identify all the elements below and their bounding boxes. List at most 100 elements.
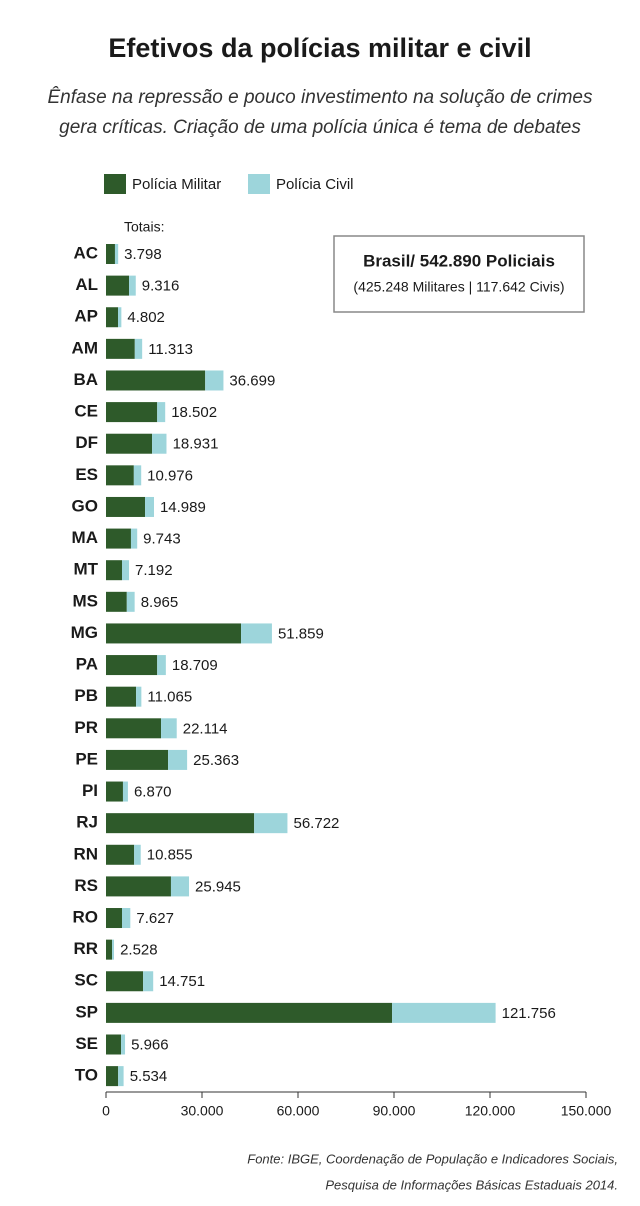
bar-segment (106, 686, 137, 707)
annotation-title: Brasil/ 542.890 Policiais (363, 251, 555, 270)
x-tick-label: 120.000 (465, 1103, 516, 1119)
bar-segment (134, 338, 143, 359)
x-tick-label: 30.000 (181, 1103, 224, 1119)
x-tick-label: 0 (102, 1103, 110, 1119)
y-tick-label: MG (71, 623, 98, 642)
y-tick-label: TO (75, 1066, 98, 1085)
total-label: 2.528 (120, 942, 158, 959)
bar-segment (106, 496, 146, 517)
bar-segment (136, 686, 142, 707)
total-label: 56.722 (294, 815, 340, 832)
total-label: 5.966 (131, 1036, 169, 1053)
y-tick-label: AP (74, 307, 98, 326)
subtitle: Ênfase na repressão e pouco investimento… (48, 86, 593, 108)
y-tick-label: PA (76, 655, 98, 674)
y-tick-label: PR (74, 718, 98, 737)
bar-segment (121, 1034, 126, 1055)
y-tick-label: DF (75, 433, 98, 452)
total-label: 18.709 (172, 657, 218, 674)
y-tick-label: PB (74, 686, 98, 705)
bar-segment (106, 560, 122, 581)
bar-segment (106, 718, 162, 739)
source: Fonte: IBGE, Coordenação de População e … (247, 1151, 618, 1166)
total-label: 18.502 (171, 404, 217, 421)
bar-segment (106, 591, 127, 612)
x-tick-label: 60.000 (277, 1103, 320, 1119)
total-label: 6.870 (134, 784, 172, 801)
total-label: 9.743 (143, 531, 181, 548)
y-tick-label: RO (73, 908, 99, 927)
total-label: 14.989 (160, 499, 206, 516)
bar-segment (392, 1002, 496, 1023)
bar-segment (133, 465, 142, 486)
total-label: 7.192 (135, 562, 173, 579)
y-tick-label: SC (74, 971, 98, 990)
legend-label: Polícia Militar (132, 176, 221, 193)
total-label: 14.751 (159, 973, 205, 990)
total-label: 7.627 (136, 910, 174, 927)
y-tick-label: RS (74, 876, 98, 895)
total-label: 9.316 (142, 278, 180, 295)
y-tick-label: ES (75, 465, 98, 484)
y-tick-label: GO (72, 496, 98, 515)
bar-segment (106, 1034, 122, 1055)
bar-segment (129, 275, 136, 296)
total-label: 11.065 (147, 689, 192, 706)
bar-segment (122, 781, 128, 802)
bar-segment (170, 876, 190, 897)
legend-label: Polícia Civil (276, 176, 354, 193)
total-label: 22.114 (183, 720, 228, 737)
bar-segment (106, 781, 123, 802)
bar-segment (161, 718, 177, 739)
bar-segment (122, 560, 130, 581)
bar-segment (106, 908, 122, 929)
y-tick-label: CE (74, 402, 98, 421)
bar-segment (106, 528, 131, 549)
y-tick-label: AL (75, 275, 98, 294)
total-label: 5.534 (130, 1068, 168, 1085)
chart-title: Efetivos da polícias militar e civil (108, 33, 531, 63)
y-tick-label: BA (73, 370, 98, 389)
bar-segment (106, 813, 255, 834)
bar-segment (114, 244, 119, 264)
bar-segment (157, 402, 166, 423)
bar-segment (106, 338, 135, 359)
total-label: 8.965 (141, 594, 179, 611)
bar-segment (106, 971, 144, 992)
bar-segment (126, 591, 135, 612)
totals-label: Totais: (124, 219, 164, 235)
y-tick-label: RR (73, 939, 98, 958)
bar-segment (106, 623, 242, 644)
annotation-detail: (425.248 Militares | 117.642 Civis) (353, 279, 564, 295)
total-label: 51.859 (278, 625, 324, 642)
y-tick-label: MS (73, 591, 99, 610)
y-tick-label: PI (82, 781, 98, 800)
bar-segment (106, 275, 130, 296)
bar-segment (106, 307, 118, 328)
bar-segment (118, 307, 122, 328)
bar-segment (106, 876, 171, 897)
y-tick-label: RN (73, 844, 98, 863)
bar-segment (106, 433, 153, 454)
bar-segment (168, 749, 188, 770)
total-label: 11.313 (148, 341, 193, 358)
legend-swatch (248, 174, 270, 194)
bar-segment (106, 1002, 393, 1023)
bar-segment (106, 844, 135, 865)
y-tick-label: SP (75, 1002, 98, 1021)
y-tick-label: SE (75, 1034, 98, 1053)
bar-segment (122, 908, 131, 929)
total-label: 18.931 (173, 436, 219, 453)
total-label: 25.945 (195, 878, 241, 895)
total-label: 4.802 (127, 309, 165, 326)
bar-segment (134, 844, 141, 865)
bar-segment (143, 971, 154, 992)
y-tick-label: AC (73, 243, 98, 262)
y-tick-label: PE (75, 749, 98, 768)
bar-segment (145, 496, 154, 517)
subtitle: gera críticas. Criação de uma polícia ún… (59, 117, 581, 138)
bar-segment (152, 433, 167, 454)
bar-segment (106, 402, 158, 423)
total-label: 3.798 (124, 246, 162, 263)
bar-segment (106, 655, 158, 676)
